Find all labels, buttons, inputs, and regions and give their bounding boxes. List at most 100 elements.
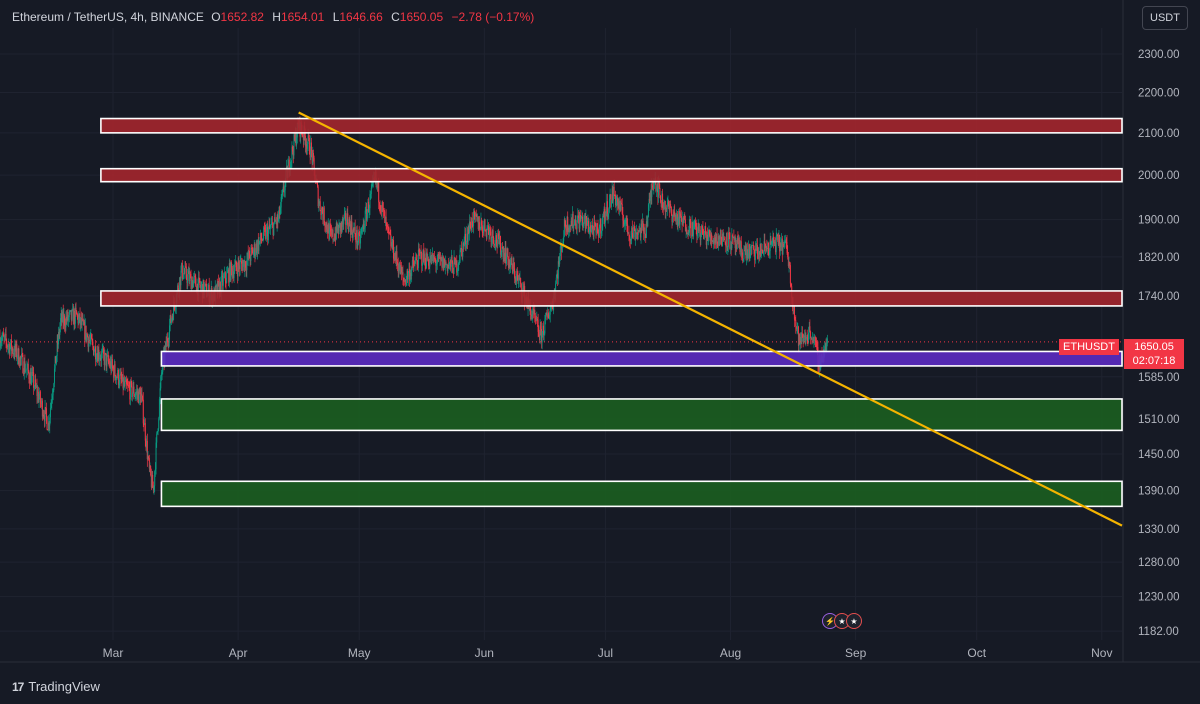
candle-body [102,348,104,351]
candle-body [770,239,772,245]
candle-body [599,219,601,229]
candle-body [614,194,616,206]
candle-body [483,225,485,233]
resistance-zone[interactable] [100,290,1123,307]
candle-body [39,391,41,403]
candle-body [320,210,322,215]
candle-body [101,350,103,353]
candle-body [185,266,187,268]
candle-body [519,277,521,280]
candle-body [801,333,803,338]
candle-body [343,218,345,225]
candle-body [90,334,92,339]
economic-events[interactable]: ⚡ ★ ★ [822,613,862,629]
candle-body [1,337,3,342]
candle-body [14,344,16,356]
candle-body [717,236,719,246]
candle-body [347,226,349,232]
candle-body [122,374,124,389]
candle-body [169,315,171,326]
candle-body [27,363,29,368]
candle-body [332,229,334,240]
candle-body [442,256,444,268]
candle-body [510,263,512,268]
candle-body [319,201,321,204]
candle-body [637,234,639,236]
candle-body [682,217,684,225]
candle-body [715,233,717,242]
candle-body [270,224,272,228]
candle-body [658,181,660,188]
resistance-zone[interactable] [100,167,1123,183]
candle-body [561,244,563,253]
candle-body [228,269,230,283]
candle-body [267,227,269,241]
pivot-zone[interactable] [160,350,1123,367]
candle-body [390,242,392,247]
resistance-zone[interactable] [100,117,1123,134]
candle-body [628,232,630,236]
candle-body [294,132,296,140]
candle-body [517,275,519,281]
symbol-title[interactable]: Ethereum / TetherUS, 4h, BINANCE [12,10,204,24]
support-zone[interactable] [160,480,1123,508]
candle-body [195,277,197,287]
candle-body [291,146,293,161]
candle-body [626,215,628,225]
candle-body [503,252,505,262]
candle-body [96,353,98,360]
candle-body [537,320,539,332]
support-zone[interactable] [160,398,1123,432]
candle-body [413,260,415,266]
candle-body [762,250,764,254]
candle-body [356,230,358,243]
candle-body [623,220,625,227]
candle-body [457,264,459,270]
candle-body [76,311,78,315]
candle-body [690,235,692,237]
candle-body [111,358,113,371]
brand[interactable]: 17 TradingView [12,679,100,694]
candle-body [232,271,234,279]
candle-body [370,188,372,194]
candle-body [615,200,617,206]
candle-body [134,395,136,397]
candle-body [197,277,199,296]
trendline[interactable] [298,111,1123,527]
candle-body [467,233,468,242]
candle-body [273,217,275,224]
candle-body [619,200,621,210]
symbol-price-tag: ETHUSDT [1059,339,1119,355]
candle-body [416,260,418,265]
candle-body [423,253,425,261]
candle-body [200,286,202,289]
candle-body [366,209,368,221]
candle-body [223,276,225,278]
candle-body [54,356,56,369]
candle-body [522,288,524,290]
us-flag-icon[interactable]: ★ [846,613,862,629]
candle-body [360,235,362,244]
candle-body [719,229,721,239]
candle-body [133,386,135,397]
candle-body [573,220,575,226]
candle-body [437,254,439,262]
candle-body [245,261,247,268]
candle-body [130,381,132,383]
candle-body [317,186,319,207]
change-value: −2.78 (−0.17%) [451,10,535,24]
candle-body [703,233,705,239]
candle-body [664,200,666,205]
y-tick-label: 2300.00 [1138,49,1180,61]
candle-body [52,390,54,396]
currency-button[interactable]: USDT [1142,6,1188,30]
candle-body [738,242,740,244]
candle-body [550,305,552,310]
candle-body [514,277,516,279]
candle-body [438,254,440,259]
x-tick-label: May [348,646,371,660]
candle-body [60,313,62,319]
candle-body [608,208,610,214]
candle-body [446,264,448,266]
